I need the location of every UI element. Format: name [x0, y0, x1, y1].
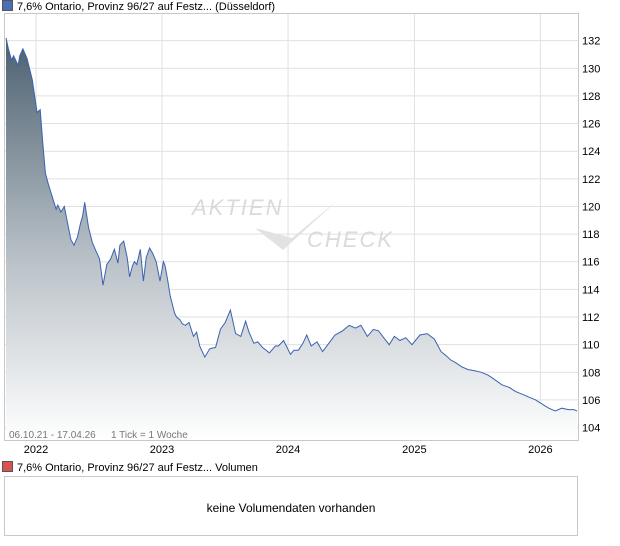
y-tick-label: 112 — [582, 312, 600, 324]
plot-frame — [4, 13, 579, 441]
x-tick-label: 2025 — [402, 444, 426, 456]
tick-info-label: 1 Tick = 1 Woche — [111, 430, 188, 441]
x-tick-label: 2024 — [276, 444, 300, 456]
y-axis: 104 106 108 110 112 114 116 118 120 122 124 126 128 1… — [582, 36, 600, 435]
y-tick-label: 108 — [582, 367, 600, 379]
volume-panel: keine Volumendaten vorhanden — [4, 476, 578, 536]
y-tick-label: 118 — [582, 229, 600, 241]
volume-legend-swatch — [2, 461, 13, 472]
y-tick-label: 122 — [582, 174, 600, 186]
watermark-line2: CHECK — [307, 227, 394, 252]
aktiencheck-watermark: AKTIEN CHECK — [190, 195, 394, 252]
price-legend-title: 7,6% Ontario, Provinz 96/27 auf Festz...… — [17, 1, 276, 13]
y-tick-label: 124 — [582, 146, 600, 158]
y-tick-label: 120 — [582, 201, 600, 213]
volume-legend-title: 7,6% Ontario, Provinz 96/27 auf Festz...… — [17, 462, 258, 474]
x-tick-label: 2023 — [150, 444, 174, 456]
date-range-label: 06.10.21 - 17.04.26 — [9, 430, 96, 441]
price-legend-swatch — [2, 0, 13, 11]
watermark-line1: AKTIEN — [190, 195, 283, 220]
y-tick-label: 106 — [582, 395, 600, 407]
x-tick-label: 2026 — [528, 444, 552, 456]
y-tick-label: 132 — [582, 36, 600, 48]
y-tick-label: 114 — [582, 284, 600, 296]
watermark-check-icon — [255, 200, 338, 250]
no-volume-message: keine Volumendaten vorhanden — [206, 501, 376, 515]
price-legend: 7,6% Ontario, Provinz 96/27 auf Festz...… — [2, 0, 275, 14]
x-axis: 2022 2023 2024 2025 2026 — [24, 444, 553, 456]
y-tick-label: 130 — [582, 63, 600, 75]
y-tick-label: 126 — [582, 119, 600, 131]
y-tick-label: 116 — [582, 257, 600, 269]
y-tick-label: 128 — [582, 91, 600, 103]
price-line — [5, 37, 578, 412]
x-tick-label: 2022 — [24, 444, 48, 456]
y-tick-label: 110 — [582, 340, 600, 352]
y-tick-label: 104 — [582, 423, 600, 435]
volume-legend: 7,6% Ontario, Provinz 96/27 auf Festz...… — [2, 461, 258, 475]
price-chart: AKTIEN CHECK 104 106 108 110 112 114 116 118 120… — [4, 13, 600, 456]
